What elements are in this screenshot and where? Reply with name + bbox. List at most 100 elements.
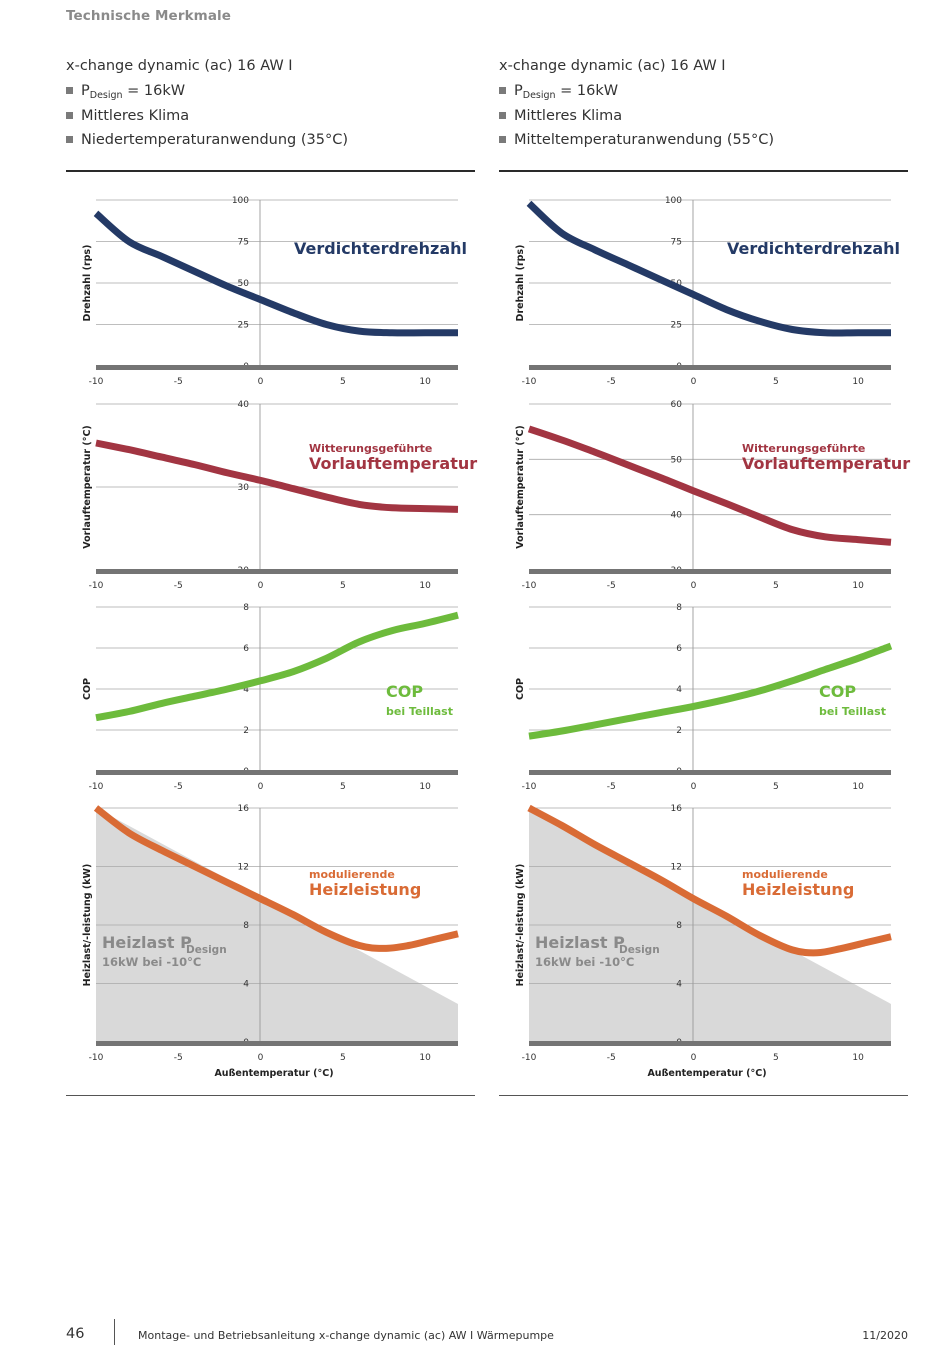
x-axis-baseline bbox=[96, 569, 458, 574]
y-tick-label: 40 bbox=[671, 511, 683, 521]
x-tick-label: 10 bbox=[419, 377, 431, 387]
y-tick-label: 75 bbox=[238, 238, 249, 248]
spec-value: = 16kW bbox=[555, 83, 619, 99]
spec-text: P bbox=[81, 83, 90, 99]
footer-date: 11/2020 bbox=[862, 1329, 908, 1342]
bullet-square-icon bbox=[66, 111, 73, 119]
spec-text: Mitteltemperaturanwendung (55°C) bbox=[514, 132, 774, 148]
bullet-square-icon bbox=[66, 136, 73, 143]
bullet-square-icon bbox=[499, 111, 506, 119]
x-tick-label: -10 bbox=[522, 377, 537, 387]
bullet-square-icon bbox=[499, 136, 506, 143]
x-tick-label: -10 bbox=[522, 581, 537, 591]
spec-item-climate: Mittleres Klima bbox=[499, 106, 774, 131]
x-axis-baseline bbox=[529, 569, 891, 574]
y-tick-label: 6 bbox=[243, 644, 249, 654]
y-axis-title: Drehzahl (rps) bbox=[515, 245, 526, 322]
series-label-main: Verdichterdrehzahl bbox=[294, 239, 467, 258]
product-name: x-change dynamic (ac) 16 AW I bbox=[66, 58, 293, 74]
y-tick-label: 2 bbox=[676, 726, 682, 736]
bullet-square-icon bbox=[66, 87, 73, 94]
y-axis-title: Drehzahl (rps) bbox=[82, 245, 93, 322]
series-label-main: COP bbox=[386, 682, 423, 701]
series-label-sub: Witterungsgeführte bbox=[742, 442, 865, 455]
x-tick-label: -5 bbox=[607, 581, 616, 591]
y-tick-label: 16 bbox=[671, 804, 683, 814]
y-tick-label: 12 bbox=[671, 863, 682, 873]
series-line bbox=[93, 805, 459, 952]
spec-list: PDesign = 16kW Mittleres Klima Niedertem… bbox=[66, 81, 348, 155]
y-tick-label: 60 bbox=[671, 400, 683, 410]
divider-top bbox=[66, 170, 475, 172]
area-label-detail: 16kW bei -10°C bbox=[102, 955, 201, 969]
x-tick-label: 10 bbox=[852, 581, 864, 591]
x-tick-label: 10 bbox=[419, 1053, 431, 1063]
y-tick-label: 4 bbox=[676, 980, 682, 990]
spec-item-climate: Mittleres Klima bbox=[66, 106, 348, 131]
divider-top bbox=[499, 170, 908, 172]
x-tick-label: 0 bbox=[691, 377, 697, 387]
y-tick-label: 6 bbox=[676, 644, 682, 654]
x-tick-label: -5 bbox=[607, 782, 616, 792]
spec-text: P bbox=[514, 83, 523, 99]
y-axis-title: COP bbox=[82, 678, 93, 700]
spec-item-application: Mitteltemperaturanwendung (55°C) bbox=[499, 130, 774, 155]
series-label-main: COP bbox=[819, 682, 856, 701]
series-label-sub: modulierende bbox=[742, 868, 828, 881]
series-line bbox=[527, 804, 892, 957]
x-tick-label: 10 bbox=[419, 581, 431, 591]
y-axis-title: Vorlauftemperatur (°C) bbox=[515, 425, 526, 549]
y-axis-title: COP bbox=[515, 678, 526, 700]
y-tick-label: 50 bbox=[238, 279, 250, 289]
x-tick-label: -5 bbox=[174, 1053, 183, 1063]
x-tick-label: 10 bbox=[852, 1053, 864, 1063]
y-tick-label: 2 bbox=[243, 726, 249, 736]
x-tick-label: -5 bbox=[607, 377, 616, 387]
y-tick-label: 4 bbox=[243, 685, 249, 695]
y-tick-label: 40 bbox=[238, 400, 250, 410]
x-axis-baseline bbox=[96, 770, 458, 775]
divider-bottom bbox=[499, 1095, 908, 1096]
x-tick-label: -10 bbox=[89, 782, 104, 792]
x-tick-label: 0 bbox=[258, 782, 264, 792]
spec-list: PDesign = 16kW Mittleres Klima Mitteltem… bbox=[499, 81, 774, 155]
x-tick-label: 5 bbox=[773, 782, 779, 792]
series-label-main: Vorlauftemperatur bbox=[309, 454, 477, 473]
x-tick-label: 0 bbox=[258, 377, 264, 387]
spec-item-pdesign: PDesign = 16kW bbox=[499, 81, 774, 106]
x-axis-title: Außentemperatur (°C) bbox=[214, 1068, 333, 1079]
x-tick-label: -5 bbox=[607, 1053, 616, 1063]
area-label-subscript: Design bbox=[619, 944, 660, 956]
x-axis-baseline bbox=[529, 770, 891, 775]
y-tick-label: 100 bbox=[232, 196, 249, 206]
column-right: x-change dynamic (ac) 16 AW I PDesign = … bbox=[499, 0, 910, 1110]
series-line bbox=[95, 439, 459, 513]
y-axis-title: Vorlauftemperatur (°C) bbox=[82, 425, 93, 549]
y-tick-label: 16 bbox=[238, 804, 250, 814]
x-tick-label: 0 bbox=[258, 1053, 264, 1063]
x-axis-title: Außentemperatur (°C) bbox=[647, 1068, 766, 1079]
x-tick-label: 10 bbox=[852, 782, 864, 792]
area-label-main: Heizlast P bbox=[102, 933, 192, 952]
series-line bbox=[527, 425, 892, 546]
area-label-subscript: Design bbox=[186, 944, 227, 956]
x-axis-baseline bbox=[529, 365, 891, 370]
x-tick-label: 5 bbox=[773, 581, 779, 591]
bullet-square-icon bbox=[499, 87, 506, 94]
x-tick-label: -10 bbox=[89, 377, 104, 387]
x-tick-label: 10 bbox=[852, 377, 864, 387]
x-tick-label: 5 bbox=[773, 377, 779, 387]
y-tick-label: 8 bbox=[676, 921, 682, 931]
x-tick-label: 10 bbox=[419, 782, 431, 792]
x-tick-label: -10 bbox=[522, 782, 537, 792]
x-tick-label: 5 bbox=[340, 782, 346, 792]
x-tick-label: 0 bbox=[691, 1053, 697, 1063]
series-line bbox=[526, 200, 891, 337]
x-tick-label: -10 bbox=[89, 1053, 104, 1063]
y-tick-label: 4 bbox=[243, 980, 249, 990]
